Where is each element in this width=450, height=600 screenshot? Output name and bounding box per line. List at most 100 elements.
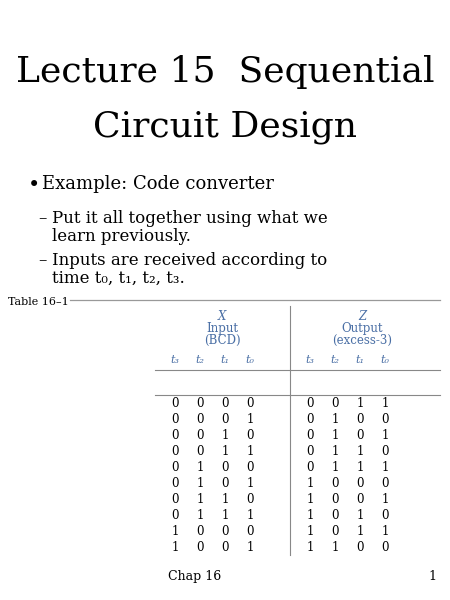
Text: 1: 1 (246, 541, 254, 554)
Text: Chap 16: Chap 16 (168, 570, 221, 583)
Text: Table 16–1: Table 16–1 (8, 297, 69, 307)
Text: 0: 0 (246, 525, 254, 538)
Text: 0: 0 (246, 493, 254, 506)
Text: 0: 0 (221, 525, 229, 538)
Text: t₃: t₃ (171, 355, 180, 365)
Text: 0: 0 (381, 413, 389, 426)
Text: Input: Input (206, 322, 238, 335)
Text: 0: 0 (246, 461, 254, 474)
Text: 0: 0 (306, 445, 314, 458)
Text: 1: 1 (246, 509, 254, 522)
Text: 0: 0 (221, 541, 229, 554)
Text: 0: 0 (331, 525, 339, 538)
Text: 0: 0 (171, 413, 179, 426)
Text: 1: 1 (381, 525, 389, 538)
Text: 0: 0 (356, 541, 364, 554)
Text: 1: 1 (331, 429, 339, 442)
Text: time t₀, t₁, t₂, t₃.: time t₀, t₁, t₂, t₃. (52, 270, 185, 287)
Text: 1: 1 (356, 509, 364, 522)
Text: 1: 1 (331, 413, 339, 426)
Text: 0: 0 (381, 541, 389, 554)
Text: 1: 1 (381, 461, 389, 474)
Text: 1: 1 (356, 525, 364, 538)
Text: 1: 1 (381, 429, 389, 442)
Text: 0: 0 (171, 429, 179, 442)
Text: X: X (218, 310, 226, 323)
Text: 1: 1 (221, 509, 229, 522)
Text: 0: 0 (331, 509, 339, 522)
Text: 0: 0 (356, 493, 364, 506)
Text: 1: 1 (221, 493, 229, 506)
Text: 0: 0 (171, 477, 179, 490)
Text: t₀: t₀ (381, 355, 390, 365)
Text: 0: 0 (196, 445, 204, 458)
Text: 0: 0 (196, 541, 204, 554)
Text: 0: 0 (171, 509, 179, 522)
Text: 0: 0 (381, 477, 389, 490)
Text: t₁: t₁ (356, 355, 364, 365)
Text: •: • (28, 175, 40, 195)
Text: Example: Code converter: Example: Code converter (42, 175, 274, 193)
Text: 1: 1 (428, 570, 436, 583)
Text: 0: 0 (331, 477, 339, 490)
Text: 1: 1 (306, 541, 314, 554)
Text: 0: 0 (221, 477, 229, 490)
Text: 1: 1 (221, 429, 229, 442)
Text: 1: 1 (356, 461, 364, 474)
Text: Output: Output (341, 322, 383, 335)
Text: Z: Z (358, 310, 366, 323)
Text: t₂: t₂ (330, 355, 339, 365)
Text: –: – (38, 252, 46, 269)
Text: 0: 0 (171, 445, 179, 458)
Text: 1: 1 (196, 493, 204, 506)
Text: 0: 0 (306, 413, 314, 426)
Text: 1: 1 (306, 525, 314, 538)
Text: 0: 0 (306, 397, 314, 410)
Text: 0: 0 (356, 477, 364, 490)
Text: t₁: t₁ (220, 355, 230, 365)
Text: (BCD): (BCD) (204, 334, 240, 347)
Text: 0: 0 (331, 493, 339, 506)
Text: 0: 0 (221, 413, 229, 426)
Text: 1: 1 (306, 477, 314, 490)
Text: 0: 0 (196, 525, 204, 538)
Text: 0: 0 (171, 397, 179, 410)
Text: Lecture 15  Sequential: Lecture 15 Sequential (16, 55, 434, 89)
Text: 0: 0 (246, 429, 254, 442)
Text: 1: 1 (331, 445, 339, 458)
Text: 1: 1 (306, 493, 314, 506)
Text: 0: 0 (381, 445, 389, 458)
Text: 0: 0 (221, 461, 229, 474)
Text: 1: 1 (246, 477, 254, 490)
Text: 0: 0 (381, 509, 389, 522)
Text: 0: 0 (171, 461, 179, 474)
Text: 0: 0 (196, 413, 204, 426)
Text: 1: 1 (356, 445, 364, 458)
Text: 1: 1 (171, 541, 179, 554)
Text: 0: 0 (306, 461, 314, 474)
Text: 0: 0 (196, 429, 204, 442)
Text: Circuit Design: Circuit Design (93, 110, 357, 144)
Text: t₃: t₃ (306, 355, 315, 365)
Text: learn previously.: learn previously. (52, 228, 191, 245)
Text: 1: 1 (196, 477, 204, 490)
Text: 1: 1 (331, 541, 339, 554)
Text: 1: 1 (356, 397, 364, 410)
Text: 0: 0 (246, 397, 254, 410)
Text: 1: 1 (196, 509, 204, 522)
Text: 0: 0 (171, 493, 179, 506)
Text: t₂: t₂ (195, 355, 204, 365)
Text: 1: 1 (381, 493, 389, 506)
Text: 1: 1 (381, 397, 389, 410)
Text: 0: 0 (306, 429, 314, 442)
Text: (excess-3): (excess-3) (332, 334, 392, 347)
Text: 1: 1 (246, 445, 254, 458)
Text: Put it all together using what we: Put it all together using what we (52, 210, 328, 227)
Text: t₀: t₀ (246, 355, 255, 365)
Text: –: – (38, 210, 46, 227)
Text: 1: 1 (221, 445, 229, 458)
Text: 1: 1 (306, 509, 314, 522)
Text: 1: 1 (196, 461, 204, 474)
Text: 1: 1 (331, 461, 339, 474)
Text: 0: 0 (356, 413, 364, 426)
